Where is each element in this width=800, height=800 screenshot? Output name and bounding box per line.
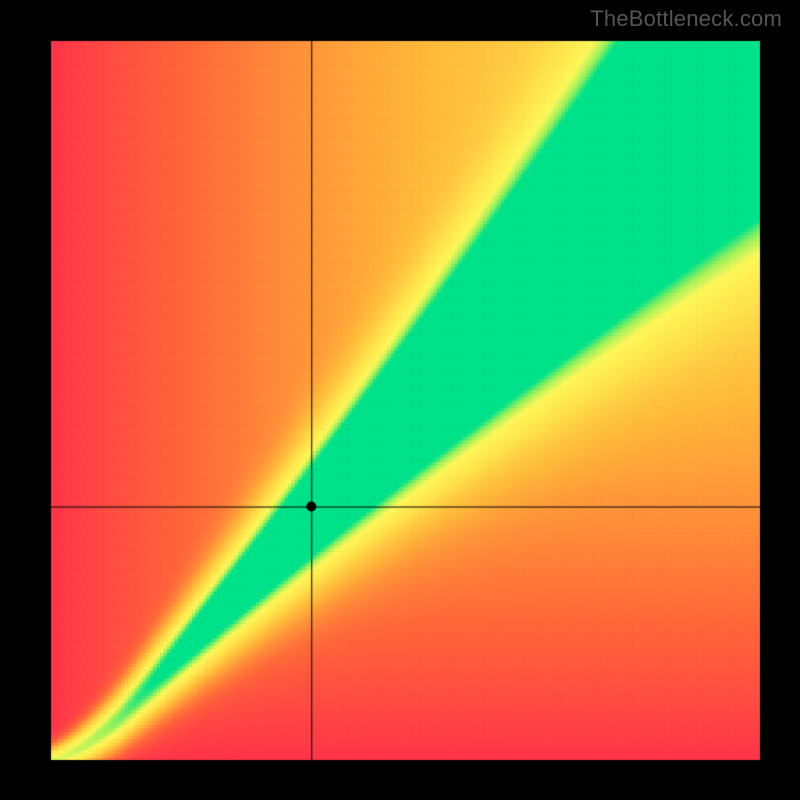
bottleneck-heatmap-canvas (0, 0, 800, 800)
watermark-text: TheBottleneck.com (590, 6, 782, 32)
chart-container: TheBottleneck.com (0, 0, 800, 800)
